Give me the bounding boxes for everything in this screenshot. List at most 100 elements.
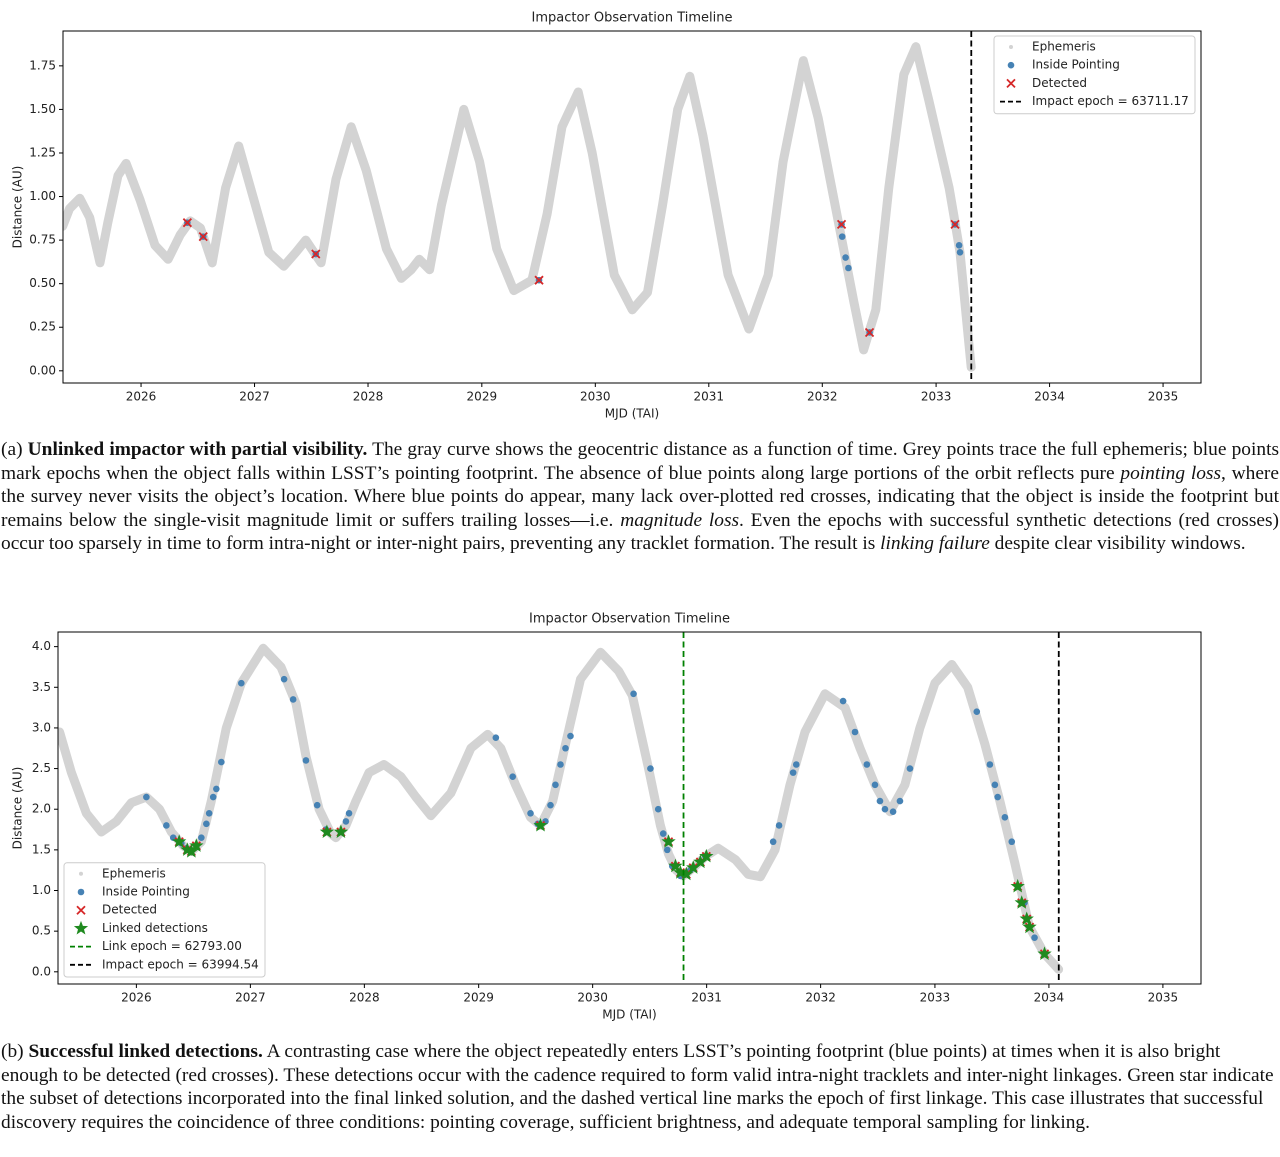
legend-label: Inside Pointing xyxy=(1032,58,1120,72)
data-point xyxy=(342,818,350,825)
data-point xyxy=(1019,911,1034,925)
legend-label: Inside Pointing xyxy=(102,885,190,899)
data-point xyxy=(533,818,548,832)
legend-marker-stroke xyxy=(76,905,86,915)
data-point xyxy=(871,781,879,789)
data-point xyxy=(693,854,708,869)
data-point xyxy=(319,824,334,838)
data-point xyxy=(163,822,170,829)
plot-area xyxy=(58,643,1064,974)
data-point xyxy=(509,773,517,781)
y-tick-label: 1.0 xyxy=(32,883,51,897)
y-tick-label: 0.00 xyxy=(29,363,56,377)
plot-area xyxy=(63,42,976,372)
legend-label: Ephemeris xyxy=(1032,40,1096,54)
caption-title: Unlinked impactor with partial visibilit… xyxy=(27,439,368,460)
y-tick-label: 0.75 xyxy=(29,233,56,247)
legend-marker xyxy=(1009,45,1013,49)
x-tick-label: 2034 xyxy=(1034,991,1065,1005)
x-tick-label: 2028 xyxy=(349,991,380,1005)
y-tick-label: 2.5 xyxy=(32,761,51,775)
data-point xyxy=(209,793,217,801)
data-point xyxy=(1014,895,1029,909)
legend: Ephemeris Inside Pointing Detected Linked d… xyxy=(63,862,266,978)
legend-box xyxy=(993,35,1196,115)
legend-marker xyxy=(76,905,86,915)
data-point xyxy=(769,838,777,846)
x-tick-label: 2032 xyxy=(805,991,836,1005)
data-point-stroke xyxy=(182,218,193,228)
caption: (a) Unlinked impactor with partial visib… xyxy=(1,438,1279,556)
data-point xyxy=(986,761,994,768)
data-point xyxy=(881,805,889,813)
x-tick-label: 2034 xyxy=(1034,390,1065,404)
legend-marker xyxy=(73,920,89,935)
y-tick-label: 0.50 xyxy=(29,276,56,290)
data-point xyxy=(630,690,637,698)
data-point xyxy=(668,858,683,873)
legend-marker xyxy=(77,888,85,896)
caption-text: magnitude loss xyxy=(620,509,740,531)
y-tick-label: 1.75 xyxy=(29,58,56,72)
x-tick-label: 2035 xyxy=(1148,991,1179,1005)
caption-text: A contrasting case where the object repe… xyxy=(1,1041,1274,1133)
data-point xyxy=(699,848,714,863)
data-point xyxy=(956,249,964,256)
legend-marker-stroke xyxy=(1006,78,1016,89)
data-point xyxy=(492,734,500,741)
data-point xyxy=(567,732,574,740)
x-axis-label: MJD (TAI) xyxy=(605,407,659,421)
data-point xyxy=(950,219,960,230)
data-point xyxy=(973,708,981,715)
data-point xyxy=(896,797,904,805)
y-tick-label: 2.0 xyxy=(32,802,51,816)
chart-title: Impactor Observation Timeline xyxy=(529,612,730,627)
data-point xyxy=(534,275,544,285)
legend-label: Detected xyxy=(1032,76,1087,90)
data-point xyxy=(189,838,204,852)
chart: Impactor Observation Timeline MJD (TAI) Di… xyxy=(11,612,1202,1022)
caption: (b) Successful linked detections. A cont… xyxy=(1,1040,1279,1134)
y-tick-label: 3.5 xyxy=(32,680,51,694)
legend-box xyxy=(63,862,266,978)
caption-text: pointing loss xyxy=(1120,462,1221,484)
data-point-stroke xyxy=(198,231,208,242)
data-point xyxy=(659,830,667,837)
caption-text: , where the survey never visits the obje… xyxy=(1,462,1280,531)
data-point xyxy=(238,679,245,687)
data-point xyxy=(333,824,349,838)
x-tick-label: 2028 xyxy=(353,390,384,404)
legend-marker xyxy=(1006,78,1016,89)
legend-marker xyxy=(1007,61,1015,69)
data-point xyxy=(562,744,569,752)
caption-text: despite clear visibility windows. xyxy=(989,533,1246,554)
y-tick-label: 1.50 xyxy=(29,102,56,116)
y-axis-label: Distance (AU) xyxy=(11,166,25,249)
x-tick-label: 2029 xyxy=(467,390,498,404)
x-tick-label: 2033 xyxy=(921,390,952,404)
x-tick-label: 2026 xyxy=(126,390,157,404)
data-point-stroke xyxy=(836,219,847,230)
data-point xyxy=(839,697,847,705)
data-point xyxy=(889,808,897,815)
legend-label: Impact epoch = 63711.17 xyxy=(1032,94,1189,108)
y-axis-label: Distance (AU) xyxy=(11,767,25,850)
x-tick-label: 2027 xyxy=(239,390,270,404)
legend-label: Linked detections xyxy=(102,921,208,935)
x-tick-label: 2031 xyxy=(694,390,725,404)
data-point xyxy=(203,820,210,828)
data-point xyxy=(654,805,662,813)
data-point xyxy=(280,675,288,683)
legend-marker xyxy=(79,871,83,876)
data-point xyxy=(218,758,225,766)
y-tick-label: 3.0 xyxy=(32,720,51,734)
data-point xyxy=(552,781,559,789)
data-point xyxy=(955,242,963,249)
x-tick-label: 2031 xyxy=(691,991,722,1005)
data-point xyxy=(198,834,205,841)
data-point xyxy=(647,765,654,772)
data-point xyxy=(679,866,694,881)
data-point xyxy=(851,728,859,736)
ephemeris-band xyxy=(58,643,1064,974)
